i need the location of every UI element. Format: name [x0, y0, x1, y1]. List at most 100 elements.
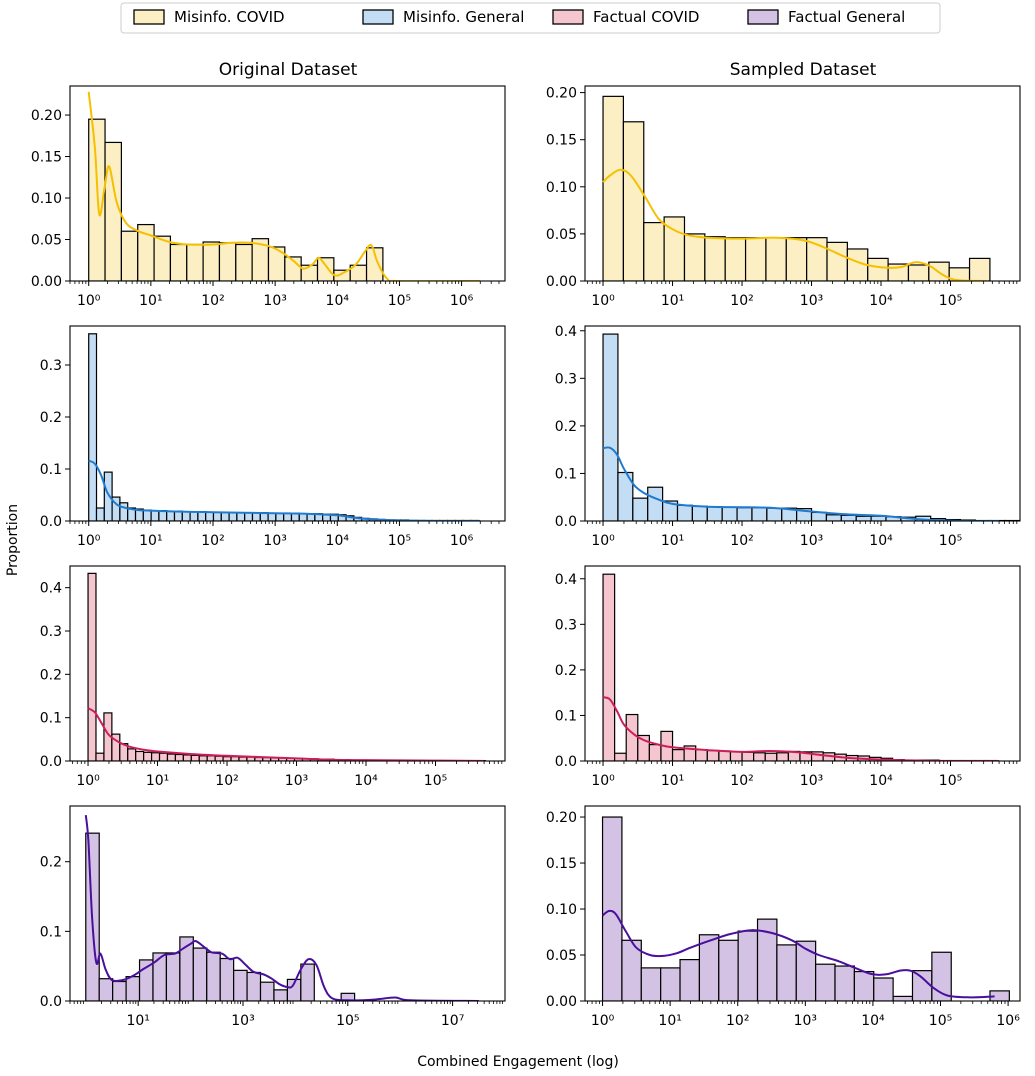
histogram-bar	[142, 509, 152, 521]
x-tick-label: 10¹	[661, 773, 684, 789]
histogram-bar	[765, 237, 787, 281]
y-tick-label: 0.3	[40, 624, 62, 640]
histogram-bar	[298, 513, 308, 521]
histogram-bar	[671, 749, 685, 761]
histogram-bar	[138, 959, 154, 1001]
bars	[87, 572, 486, 761]
x-tick-label: 10⁶	[450, 533, 474, 549]
x-tick-label: 10¹	[661, 533, 684, 549]
histogram-bar	[810, 511, 828, 521]
y-tick-label: 0.3	[555, 617, 577, 633]
histogram-bar	[706, 749, 720, 761]
histogram-bar	[202, 241, 221, 281]
histogram-bar	[173, 510, 183, 521]
kde-line	[602, 446, 1000, 521]
bars	[602, 95, 991, 281]
bars	[602, 573, 998, 761]
axes-frame	[584, 325, 1021, 522]
histogram-bar	[744, 237, 767, 281]
histogram-bar	[679, 959, 701, 1001]
x-tick-label: 10³	[263, 293, 286, 309]
x-tick-label: 10⁶	[450, 293, 474, 309]
histogram-bar	[853, 970, 875, 1001]
histogram-bar	[95, 507, 105, 521]
x-tick-label: 10¹	[661, 293, 684, 309]
histogram-bar	[741, 751, 755, 761]
x-tick-label: 10⁵	[939, 533, 962, 549]
x-tick-label: 10³	[285, 773, 308, 789]
histogram-bar	[127, 748, 137, 761]
y-axis-label: Proportion	[5, 504, 21, 576]
x-tick-label: 10¹	[126, 1013, 149, 1029]
histogram-bar	[192, 947, 208, 1001]
histogram-bar	[169, 243, 188, 281]
histogram-bar	[785, 237, 808, 281]
histogram-bar	[120, 230, 139, 281]
histogram-bar	[300, 963, 315, 1001]
x-tick-label: 10⁶	[996, 1013, 1020, 1029]
histogram-bar	[622, 121, 645, 281]
y-tick-label: 0.0	[555, 514, 577, 530]
x-tick-label: 10⁷	[441, 1013, 464, 1029]
histogram-bar	[766, 507, 783, 521]
y-tick-label: 0.2	[40, 855, 62, 871]
y-tick-label: 0.15	[546, 133, 577, 149]
x-tick-label: 10⁴	[326, 293, 350, 309]
bars	[602, 333, 1020, 521]
histogram-bar	[206, 755, 216, 761]
x-tick-label: 10³	[800, 533, 823, 549]
histogram-bar	[218, 242, 237, 281]
histogram-bar	[632, 497, 649, 521]
x-tick-label: 10⁰	[77, 293, 101, 309]
histogram-bar	[230, 756, 240, 761]
y-tick-label: 0.10	[546, 902, 577, 918]
histogram-bar	[166, 510, 176, 521]
histogram-bar	[158, 510, 168, 521]
y-tick-label: 0.15	[31, 150, 62, 166]
x-tick-label: 10⁴	[354, 773, 378, 789]
histogram-bar	[273, 989, 288, 1001]
histogram-bar	[873, 977, 894, 1001]
histogram-bar	[724, 237, 747, 281]
histogram-bar	[222, 756, 232, 761]
y-tick-label: 0.0	[40, 754, 62, 770]
histogram-bar	[220, 511, 230, 521]
y-tick-label: 0.3	[40, 358, 62, 374]
y-tick-label: 0.1	[40, 462, 62, 478]
histogram-bar	[867, 257, 889, 281]
histogram-panel: 0.00 0.05 0.10 0.15 0.20 10⁰ 10¹ 10² 10³ 10⁴ 10⁵ 10…	[31, 85, 506, 309]
legend-swatch	[747, 9, 779, 25]
histogram-bar	[648, 743, 662, 761]
x-tick-label: 10⁴	[326, 533, 350, 549]
histogram-bar	[751, 507, 768, 521]
histogram-bar	[259, 981, 275, 1001]
legend-entry-label: Misinfo. General	[403, 8, 524, 26]
histogram-bar	[834, 965, 855, 1001]
histogram-bar	[98, 978, 114, 1001]
y-tick-label: 0.0	[40, 994, 62, 1010]
x-tick-label: 10⁴	[869, 773, 893, 789]
x-tick-label: 10¹	[658, 1013, 681, 1029]
histogram-bar	[198, 755, 208, 761]
y-tick-label: 0.2	[40, 410, 62, 426]
histogram-bar	[88, 333, 98, 521]
histogram-bar	[625, 713, 639, 761]
histogram-bar	[601, 816, 623, 1001]
histogram-bar	[181, 511, 191, 521]
histogram-bar	[206, 951, 221, 1001]
y-tick-label: 0.1	[555, 466, 577, 482]
y-tick-label: 0.4	[555, 324, 577, 340]
histogram-bar	[647, 486, 664, 521]
x-tick-label: 10⁵	[929, 1013, 952, 1029]
histogram-bar	[892, 995, 914, 1001]
histogram-bar	[602, 95, 625, 281]
y-tick-label: 0.4	[40, 581, 62, 597]
column-title-original: Original Dataset	[219, 60, 358, 80]
y-tick-label: 0.00	[31, 274, 62, 290]
bars	[601, 816, 1010, 1001]
histogram-bar	[233, 969, 248, 1001]
histogram-bar	[695, 749, 708, 761]
histogram-bar	[119, 502, 129, 521]
y-tick-label: 0.05	[31, 233, 62, 249]
